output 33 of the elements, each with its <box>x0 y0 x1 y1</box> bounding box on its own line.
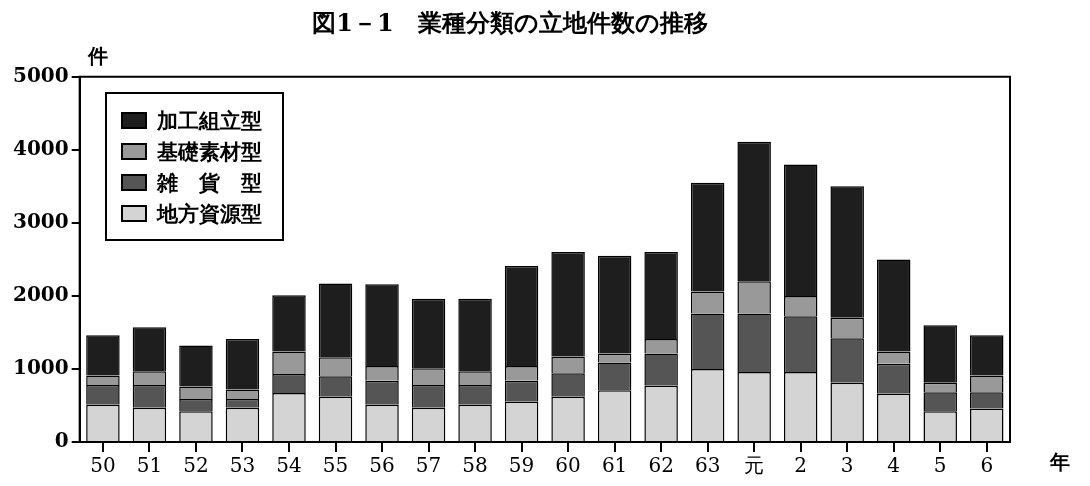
y-tick-label: 2000 <box>12 282 69 307</box>
y-tick-label: 5000 <box>12 63 69 87</box>
legend-label: 雑 貨 型 <box>156 168 262 197</box>
x-axis-title: 年 <box>1049 450 1070 475</box>
x-tick-label: 63 <box>694 453 721 478</box>
y-tick-label: 4000 <box>12 136 69 161</box>
y-tick-label: 3000 <box>12 209 69 234</box>
x-tick-label: 54 <box>276 453 302 478</box>
y-tick-label: 0 <box>54 428 69 453</box>
legend-label: 地方資源型 <box>156 199 262 228</box>
legend-label: 加工組立型 <box>156 106 262 135</box>
x-tick-label: 60 <box>555 453 581 478</box>
x-tick-label: 2 <box>794 453 808 478</box>
x-tick-label: 6 <box>980 453 994 478</box>
x-tick-label: 51 <box>136 453 163 478</box>
x-tick-label: 5 <box>933 453 947 478</box>
x-tick-label: 元 <box>744 453 765 478</box>
x-tick-label: 52 <box>183 453 209 478</box>
x-tick-label: 58 <box>462 453 488 478</box>
x-tick-label: 3 <box>840 453 854 478</box>
x-tick-label: 62 <box>648 453 674 478</box>
x-tick-label: 4 <box>887 453 901 478</box>
legend-label: 基礎素材型 <box>156 137 262 166</box>
x-tick-label: 50 <box>90 453 116 478</box>
chart-title: 図1－1 業種分類の立地件数の推移 <box>312 7 708 37</box>
x-tick-label: 61 <box>601 453 628 478</box>
x-tick-label: 59 <box>508 453 535 478</box>
x-tick-label: 56 <box>369 453 395 478</box>
y-axis-title: 件 <box>86 43 108 68</box>
x-tick-label: 53 <box>229 453 256 478</box>
x-tick-label: 57 <box>415 453 442 478</box>
y-tick-label: 1000 <box>12 355 69 380</box>
x-tick-label: 55 <box>322 453 349 478</box>
